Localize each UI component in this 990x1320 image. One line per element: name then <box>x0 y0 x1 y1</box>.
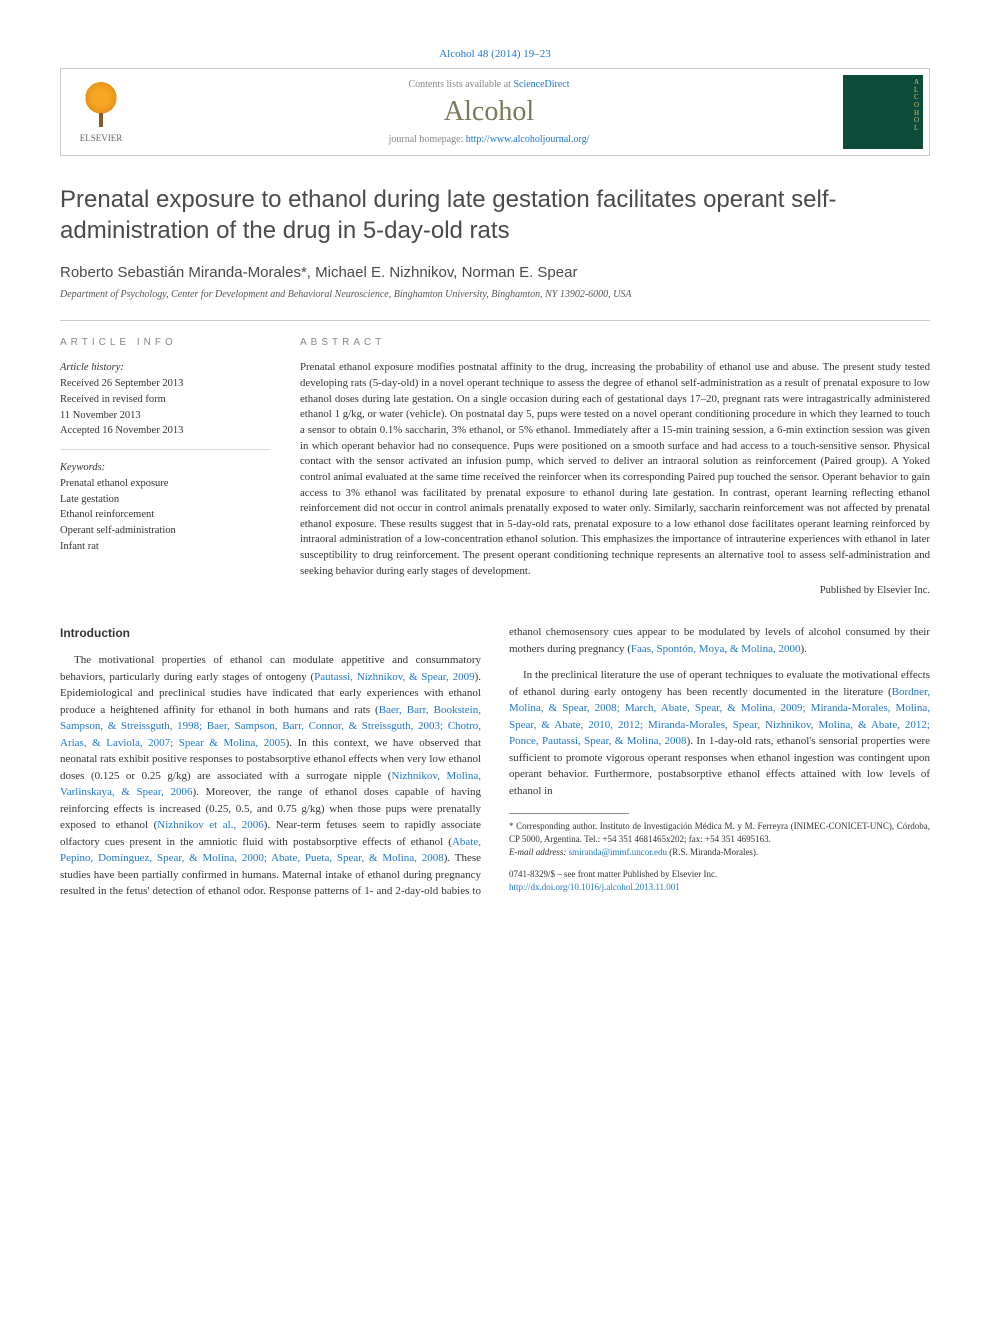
keywords-text: Prenatal ethanol exposure Late gestation… <box>60 476 270 555</box>
history-label: Article history: <box>60 360 270 376</box>
article-info-label: ARTICLE INFO <box>60 337 270 348</box>
keywords-label: Keywords: <box>60 460 270 476</box>
contents-line: Contents lists available at ScienceDirec… <box>141 79 837 90</box>
footnotes: * Corresponding author. Instituto de Inv… <box>509 820 930 858</box>
abstract-text: Prenatal ethanol exposure modifies postn… <box>300 360 930 579</box>
intro-paragraph-2: In the preclinical literature the use of… <box>509 667 930 799</box>
corresponding-author: * Corresponding author. Instituto de Inv… <box>509 820 930 845</box>
publisher-name: ELSEVIER <box>80 133 123 143</box>
email-label: E-mail address: <box>509 847 569 857</box>
abstract-column: ABSTRACT Prenatal ethanol exposure modif… <box>300 337 930 596</box>
history-text: Received 26 September 2013 Received in r… <box>60 376 270 439</box>
article-info-column: ARTICLE INFO Article history: Received 2… <box>60 337 270 596</box>
ref-link[interactable]: Faas, Spontón, Moya, & Molina, 2000 <box>631 643 801 655</box>
ref-link[interactable]: Pautassi, Nizhnikov, & Spear, 2009 <box>314 671 474 683</box>
journal-cover-thumbnail: A L C O H O L <box>843 75 923 149</box>
introduction-heading: Introduction <box>60 624 481 642</box>
keywords-block: Keywords: Prenatal ethanol exposure Late… <box>60 460 270 565</box>
doi-link[interactable]: http://dx.doi.org/10.1016/j.alcohol.2013… <box>509 882 680 892</box>
email-suffix: (R.S. Miranda-Morales). <box>667 847 758 857</box>
ref-link[interactable]: Nizhnikov et al., 2006 <box>157 819 263 831</box>
homepage-link[interactable]: http://www.alcoholjournal.org/ <box>466 134 590 145</box>
cover-letters: A L C O H O L <box>914 79 919 133</box>
email-link[interactable]: smiranda@immf.uncor.edu <box>569 847 667 857</box>
elsevier-tree-icon <box>77 81 125 129</box>
homepage-prefix: journal homepage: <box>389 134 466 145</box>
footer-block: 0741-8329/$ – see front matter Published… <box>509 868 930 893</box>
body-two-column: Introduction The motivational properties… <box>60 624 930 900</box>
sciencedirect-link[interactable]: ScienceDirect <box>513 79 569 90</box>
homepage-line: journal homepage: http://www.alcoholjour… <box>141 134 837 145</box>
contents-prefix: Contents lists available at <box>408 79 513 90</box>
citation-line: Alcohol 48 (2014) 19–23 <box>60 48 930 60</box>
article-title: Prenatal exposure to ethanol during late… <box>60 184 930 246</box>
journal-header-box: ELSEVIER Contents lists available at Sci… <box>60 68 930 156</box>
email-line: E-mail address: smiranda@immf.uncor.edu … <box>509 846 930 859</box>
publisher-note: Published by Elsevier Inc. <box>300 585 930 596</box>
footnote-separator <box>509 813 629 814</box>
affiliation-line: Department of Psychology, Center for Dev… <box>60 289 930 300</box>
authors-line: Roberto Sebastián Miranda-Morales*, Mich… <box>60 264 930 281</box>
journal-name: Alcohol <box>141 96 837 128</box>
header-middle: Contents lists available at ScienceDirec… <box>141 69 837 155</box>
article-history-block: Article history: Received 26 September 2… <box>60 360 270 450</box>
issn-line: 0741-8329/$ – see front matter Published… <box>509 868 930 881</box>
abstract-label: ABSTRACT <box>300 337 930 348</box>
info-abstract-row: ARTICLE INFO Article history: Received 2… <box>60 320 930 596</box>
publisher-logo: ELSEVIER <box>61 69 141 155</box>
